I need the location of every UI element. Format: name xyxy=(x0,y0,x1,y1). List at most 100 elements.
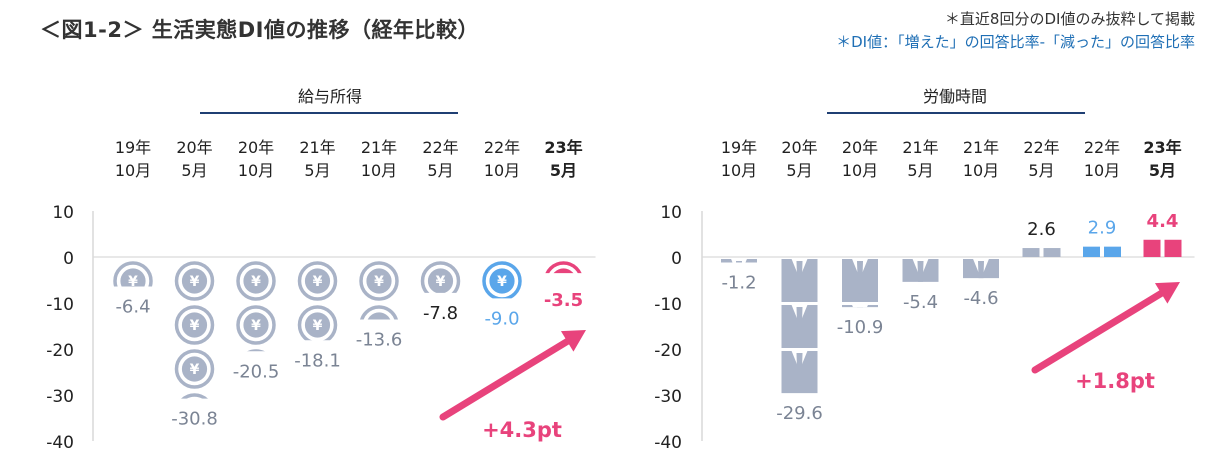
category-label: 22年 5月 xyxy=(422,138,458,180)
chart-title: 労働時間 xyxy=(923,87,987,106)
shirt-tie-icon xyxy=(721,259,757,263)
svg-text:¥: ¥ xyxy=(497,274,507,290)
y-tick-label: -30 xyxy=(46,387,74,407)
yen-coin-icon-stack: ¥¥¥¥ xyxy=(482,261,522,299)
yen-coin-icon: ¥ xyxy=(180,393,209,399)
bar: ¥ ¥ ¥ ¥ xyxy=(359,261,399,431)
shirt-tie-icon-stack xyxy=(1143,239,1182,257)
y-tick-label: 10 xyxy=(52,203,74,223)
bar: ¥¥¥¥ xyxy=(420,261,461,387)
yen-coin-icon: ¥ xyxy=(300,395,336,431)
svg-text:¥: ¥ xyxy=(128,362,138,378)
yen-coin-icon: ¥ xyxy=(423,351,459,387)
svg-text:¥: ¥ xyxy=(251,318,261,334)
shirt-tie-icon xyxy=(963,305,999,348)
data-label: -4.6 xyxy=(963,288,998,309)
data-label: -9.0 xyxy=(484,308,519,329)
category-label: 21年 10月 xyxy=(963,138,999,180)
shirt-tie-icon xyxy=(842,351,878,394)
data-label: -6.4 xyxy=(115,296,150,317)
bar xyxy=(1143,239,1182,257)
yen-coin-icon: ¥ xyxy=(238,395,274,431)
bar xyxy=(963,259,999,440)
category-label: 19年 10月 xyxy=(115,138,151,180)
shirt-tie-icon xyxy=(721,397,757,440)
y-tick-label: -30 xyxy=(654,387,682,407)
shirt-tie-icon-stack xyxy=(842,259,878,440)
bar: ¥¥¥¥ xyxy=(545,261,582,378)
shirt-tie-icon-stack xyxy=(902,259,939,440)
yen-coin-icon: ¥ xyxy=(297,305,338,341)
shirt-tie-icon xyxy=(842,259,878,302)
yen-coin-icon: ¥ xyxy=(361,351,397,387)
trend-annotation: +1.8pt xyxy=(1075,369,1155,393)
svg-text:¥: ¥ xyxy=(190,318,200,334)
data-label: 4.4 xyxy=(1147,211,1179,232)
shirt-tie-icon xyxy=(903,351,939,394)
svg-text:¥: ¥ xyxy=(374,318,384,334)
notes: ＊直近8回分のDI値のみ抜粋して掲載 ＊DI値：「増えた」の回答比率-「減った」… xyxy=(836,8,1195,54)
trend-arrow-line xyxy=(1031,289,1165,374)
yen-coin-icon: ¥ xyxy=(482,261,522,299)
svg-text:¥: ¥ xyxy=(374,362,384,378)
y-tick-label: -10 xyxy=(654,295,682,315)
y-tick-label: 10 xyxy=(660,203,682,223)
note-di-definition: ＊DI値：「増えた」の回答比率-「減った」の回答比率 xyxy=(836,33,1195,51)
category-label: 21年 5月 xyxy=(299,138,335,180)
svg-text:¥: ¥ xyxy=(374,274,384,290)
bar xyxy=(781,259,818,394)
chart-2: 労働時間 10 0 -10 -20 -30 -40 19年 10月 -1.2 20年 5月 -29.6 2… xyxy=(654,87,1195,453)
yen-coin-icon: ¥ xyxy=(297,261,338,301)
shirt-tie-icon xyxy=(842,397,878,440)
yen-coin-icon: ¥ xyxy=(115,395,151,431)
y-tick-label: -40 xyxy=(654,433,682,453)
data-label: -10.9 xyxy=(837,317,884,338)
svg-text:¥: ¥ xyxy=(313,318,323,334)
chart-1: 給与所得 10 0 -10 -20 -30 -40 19年 10月 ¥ ¥ ¥ ¥ -6.4 20年 5月 ¥ ¥… xyxy=(46,87,596,453)
shirt-tie-icon xyxy=(842,305,878,308)
shirt-tie-icon xyxy=(903,397,939,440)
shirt-tie-icon-stack xyxy=(721,259,757,440)
svg-text:¥: ¥ xyxy=(559,362,569,378)
bar xyxy=(1022,248,1061,257)
shirt-tie-icon xyxy=(781,305,818,348)
svg-text:¥: ¥ xyxy=(190,274,200,290)
data-label: -3.5 xyxy=(544,290,583,311)
trend-arrow-head xyxy=(560,330,586,352)
category-label: 21年 10月 xyxy=(361,138,397,180)
category-label: 23年 5月 xyxy=(544,138,582,180)
yen-coin-icon-stack: ¥¥¥¥ xyxy=(236,261,276,431)
yen-coin-icon: ¥ xyxy=(236,261,276,301)
shirt-tie-icon xyxy=(963,397,999,440)
svg-text:¥: ¥ xyxy=(559,274,569,290)
yen-coin-icon: ¥ xyxy=(174,261,215,301)
data-label: -30.8 xyxy=(171,409,218,430)
shirt-tie-icon xyxy=(963,259,999,279)
y-tick-label: 0 xyxy=(63,249,74,269)
yen-coin-icon: ¥ xyxy=(420,261,461,293)
yen-coin-icon-stack: ¥¥¥¥ xyxy=(545,261,582,378)
data-label: 2.9 xyxy=(1088,218,1117,239)
category-label: 23年 5月 xyxy=(1143,138,1181,180)
data-label: -13.6 xyxy=(356,330,403,351)
svg-text:¥: ¥ xyxy=(313,406,323,422)
category-label: 21年 5月 xyxy=(902,138,938,180)
data-label: -29.6 xyxy=(776,403,823,424)
yen-coin-icon: ¥ xyxy=(174,349,215,389)
yen-coin-icon: ¥ xyxy=(361,395,397,431)
shirt-tie-icon xyxy=(963,351,999,394)
svg-text:¥: ¥ xyxy=(128,274,138,290)
svg-text:¥: ¥ xyxy=(251,274,261,290)
yen-coin-icon: ¥ xyxy=(115,351,151,387)
svg-text:¥: ¥ xyxy=(436,274,446,290)
data-label: -20.5 xyxy=(233,361,280,382)
svg-text:¥: ¥ xyxy=(251,406,261,422)
shirt-tie-icon xyxy=(781,351,818,394)
shirt-tie-icon-stack xyxy=(963,259,999,440)
category-label: 20年 5月 xyxy=(781,138,817,180)
category-label: 20年 10月 xyxy=(238,138,274,180)
yen-coin-icon: ¥ xyxy=(360,305,398,334)
shirt-tie-icon-stack xyxy=(1083,246,1121,257)
shirt-tie-icon-stack xyxy=(1022,248,1061,257)
